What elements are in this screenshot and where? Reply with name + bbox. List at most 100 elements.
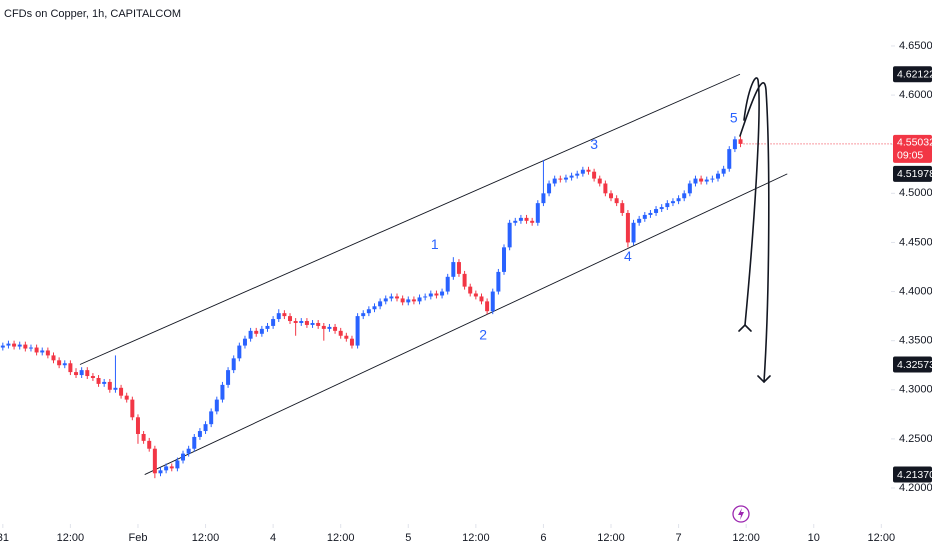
wave-label: 4	[624, 248, 632, 264]
candle-body	[203, 424, 208, 432]
candle-body	[389, 296, 394, 299]
candle-body	[135, 417, 140, 434]
candle-body	[569, 175, 574, 178]
candle-body	[169, 466, 174, 469]
x-tick-label: 5	[405, 532, 411, 544]
candle-body	[631, 222, 636, 243]
candle-body	[361, 313, 366, 317]
y-tick-label: 4.65000	[899, 40, 932, 52]
candle-body	[502, 247, 507, 272]
candle-body	[378, 301, 383, 307]
candle-body	[181, 453, 186, 461]
candle-body	[507, 222, 512, 248]
candle-body	[716, 173, 721, 179]
candle-body	[682, 193, 687, 199]
price-tag-label: 4.51978	[897, 168, 932, 180]
x-tick-label: 12:00	[192, 532, 220, 544]
candle-body	[406, 299, 411, 303]
candle-body	[372, 306, 377, 310]
y-tick-label: 4.40000	[899, 285, 932, 297]
x-tick-label: 12:00	[57, 532, 85, 544]
candle-body	[513, 220, 518, 223]
candle-body	[400, 298, 405, 303]
candle-body	[321, 325, 326, 329]
candle-body	[710, 178, 715, 180]
candle-body	[383, 298, 388, 302]
candle-body	[74, 372, 79, 376]
alert-bolt[interactable]	[738, 508, 744, 520]
price-tag-label: 4.21370	[897, 469, 932, 481]
candle-body	[338, 330, 343, 336]
candle-body	[721, 168, 726, 174]
y-tick-label: 4.45000	[899, 236, 932, 248]
wave-label: 5	[730, 109, 738, 125]
candle-body	[96, 377, 101, 384]
candle-body	[552, 178, 557, 184]
price-tag	[893, 466, 932, 483]
candle-body	[451, 262, 456, 277]
candle-body	[496, 271, 501, 292]
candle-body	[558, 178, 563, 180]
candle-body	[316, 322, 321, 326]
candle-body	[580, 169, 585, 174]
candle-body	[85, 370, 90, 377]
candle-body	[541, 193, 546, 204]
candle-body	[304, 321, 309, 325]
alert-icon[interactable]	[732, 505, 750, 523]
candle-body	[113, 387, 118, 390]
candle-body	[288, 316, 293, 322]
candle-body	[265, 325, 270, 329]
candle-body	[462, 273, 467, 287]
candle-body	[530, 220, 535, 223]
candle-body	[479, 296, 484, 302]
candle-body	[90, 376, 95, 378]
candle-body	[727, 149, 732, 169]
candle-body	[642, 214, 647, 219]
y-tick-label: 4.30000	[899, 384, 932, 396]
candle-body	[524, 217, 529, 221]
candle-body	[130, 399, 135, 418]
y-tick-label: 4.35000	[899, 335, 932, 347]
candle-body	[293, 321, 298, 323]
candle-body	[620, 203, 625, 213]
candle-body	[699, 178, 704, 182]
wave-label: 2	[479, 326, 487, 342]
candle-body	[248, 330, 253, 339]
candle-body	[547, 183, 552, 194]
candle-body	[411, 299, 416, 302]
candle-body	[209, 411, 214, 425]
trend-line	[144, 173, 788, 475]
x-tick-label: 12:00	[868, 532, 896, 544]
x-tick-label: Feb	[128, 532, 147, 544]
candle-body	[693, 178, 698, 184]
candle-body	[237, 345, 242, 359]
candle-body	[637, 218, 642, 223]
trend-line	[79, 73, 741, 365]
candle-body	[141, 433, 146, 441]
y-tick-label: 4.50000	[899, 187, 932, 199]
candle-body	[102, 381, 107, 384]
candle-body	[310, 322, 315, 325]
candle-body	[45, 350, 50, 356]
candle-body	[28, 347, 33, 349]
candle-body	[456, 262, 461, 274]
candle-body	[659, 207, 664, 210]
arrow-head	[738, 323, 752, 332]
candle-body	[704, 179, 709, 182]
candle-body	[417, 297, 422, 302]
candle-body	[395, 296, 400, 299]
candle-body	[57, 360, 62, 366]
candle-body	[158, 470, 163, 474]
price-tag-label: 4.32573	[897, 359, 932, 371]
x-tick-label: 31	[0, 532, 9, 544]
candle-body	[518, 217, 523, 221]
candle-body	[226, 370, 231, 385]
candle-body	[197, 431, 202, 437]
candle-body	[445, 276, 450, 292]
candle-body	[676, 198, 681, 202]
candle-body	[732, 139, 737, 150]
candle-body	[428, 293, 433, 297]
candle-body	[333, 326, 338, 331]
x-tick-label: 12:00	[732, 532, 760, 544]
candle-body	[434, 293, 439, 296]
